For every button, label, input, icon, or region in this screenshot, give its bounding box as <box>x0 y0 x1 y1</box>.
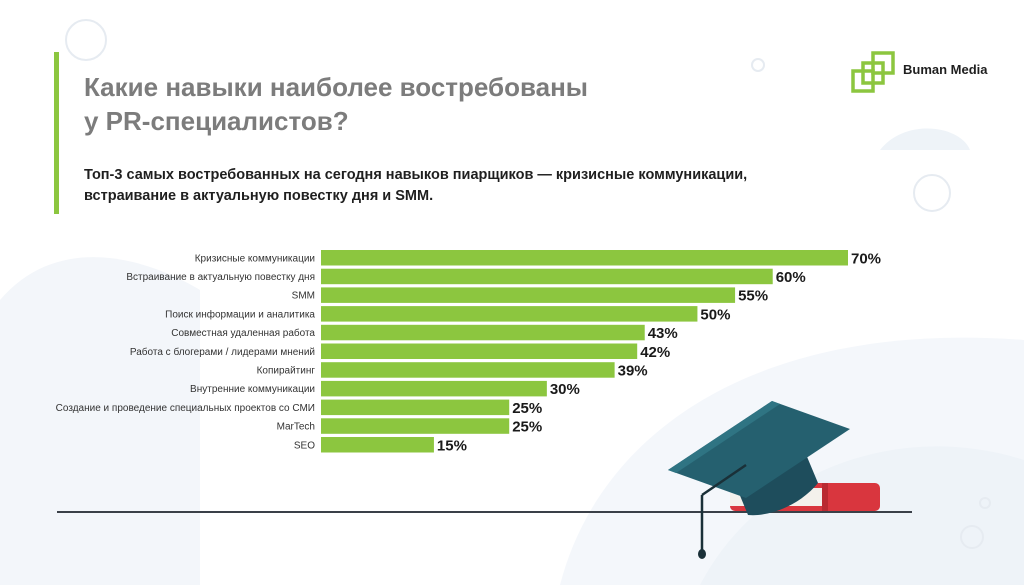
page-title: Какие навыки наиболее востребованы у PR-… <box>84 70 724 138</box>
page-subtitle: Топ-3 самых востребованных на сегодня на… <box>84 165 804 207</box>
category-label-5: Работа с блогерами / лидерами мнений <box>130 346 315 358</box>
bar-3 <box>321 306 698 322</box>
value-label-3: 50% <box>700 306 730 323</box>
bar-10 <box>321 437 434 453</box>
bar-8 <box>321 399 510 416</box>
value-label-0: 70% <box>851 250 881 267</box>
bar-9 <box>321 418 510 434</box>
nested-squares-logo-icon <box>851 51 895 93</box>
skills-bar-chart: Кризисные коммуникации 70% Встраивание в а… <box>56 250 881 454</box>
value-label-10: 15% <box>437 437 467 454</box>
category-label-7: Внутренние коммуникации <box>190 384 315 395</box>
value-label-4: 43% <box>648 325 678 342</box>
category-label-9: MarTech <box>277 422 315 433</box>
title-line-1: Какие навыки наиболее востребованы <box>84 72 588 102</box>
bar-5 <box>321 343 638 359</box>
subtitle-line-2: встраивание в актуальную повестку дня и … <box>84 188 434 204</box>
value-label-1: 60% <box>776 269 806 286</box>
brand-logo: Buman Media <box>851 51 996 95</box>
category-label-6: Копирайтинг <box>257 365 316 376</box>
category-label-4: Совместная удаленная работа <box>171 327 315 339</box>
category-label-10: SEO <box>294 440 315 451</box>
value-label-6: 39% <box>618 362 648 379</box>
floor-line <box>57 511 912 513</box>
bar-4 <box>321 324 645 341</box>
category-label-0: Кризисные коммуникации <box>195 253 315 264</box>
bar-6 <box>321 362 615 378</box>
category-label-1: Встраивание в актуальную повестку дня <box>126 272 315 283</box>
title-accent-bar <box>54 52 59 214</box>
bar-0 <box>321 250 848 266</box>
category-label-8: Создание и проведение специальных проект… <box>56 403 315 414</box>
subtitle-line-1: Топ-3 самых востребованных на сегодня на… <box>84 167 748 183</box>
category-label-2: SMM <box>292 291 315 302</box>
value-label-9: 25% <box>512 419 542 436</box>
value-label-2: 55% <box>738 288 768 305</box>
value-label-8: 25% <box>512 400 542 417</box>
graduation-cap-on-book-icon <box>668 401 880 559</box>
bar-2 <box>321 287 736 303</box>
bar-1 <box>321 268 773 285</box>
value-label-5: 42% <box>640 344 670 361</box>
brand-name: Buman Media <box>903 62 988 77</box>
value-label-7: 30% <box>550 381 580 398</box>
category-label-3: Поиск информации и аналитика <box>165 308 315 320</box>
title-line-2: у PR-специалистов? <box>84 106 349 136</box>
bar-7 <box>321 380 547 397</box>
